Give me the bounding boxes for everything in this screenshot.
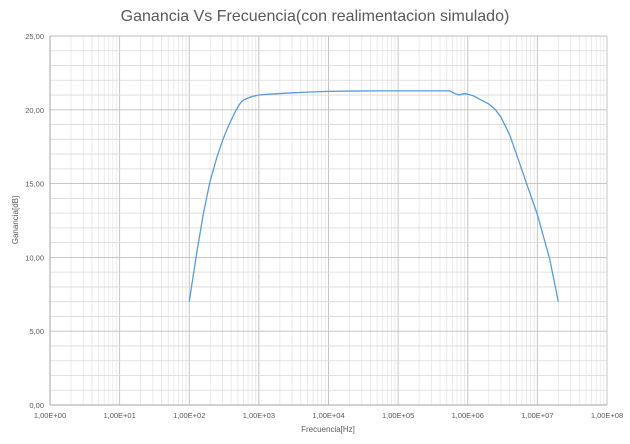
x-tick-label: 1,00E+07 bbox=[521, 411, 553, 420]
y-tick-label: 5,00 bbox=[29, 327, 44, 336]
x-tick-label: 1,00E+02 bbox=[173, 411, 205, 420]
y-axis-ticks: 0,00 5,00 10,00 15,00 20,00 25,00 bbox=[25, 32, 44, 410]
chart-title: Ganancia Vs Frecuencia(con realimentacio… bbox=[121, 8, 510, 25]
x-tick-label: 1,00E+05 bbox=[382, 411, 414, 420]
y-tick-label: 25,00 bbox=[25, 32, 44, 41]
x-axis-ticks: 1,00E+00 1,00E+01 1,00E+02 1,00E+03 1,00E+04… bbox=[34, 411, 623, 420]
x-tick-label: 1,00E+00 bbox=[34, 411, 66, 420]
series-line bbox=[188, 90, 559, 302]
x-axis-label: Frecuencia[Hz] bbox=[301, 425, 355, 434]
y-axis-label: Ganancia[dB] bbox=[11, 196, 20, 244]
y-tick-label: 15,00 bbox=[25, 180, 44, 189]
x-tick-label: 1,00E+08 bbox=[591, 411, 623, 420]
x-tick-label: 1,00E+01 bbox=[103, 411, 135, 420]
axes bbox=[49, 36, 607, 406]
y-tick-label: 20,00 bbox=[25, 106, 44, 115]
series-group bbox=[188, 90, 559, 302]
x-tick-label: 1,00E+03 bbox=[243, 411, 275, 420]
x-tick-label: 1,00E+04 bbox=[312, 411, 344, 420]
grid bbox=[49, 35, 608, 406]
y-tick-label: 0,00 bbox=[29, 401, 44, 410]
x-tick-label: 1,00E+06 bbox=[452, 411, 484, 420]
y-tick-label: 10,00 bbox=[25, 253, 44, 262]
